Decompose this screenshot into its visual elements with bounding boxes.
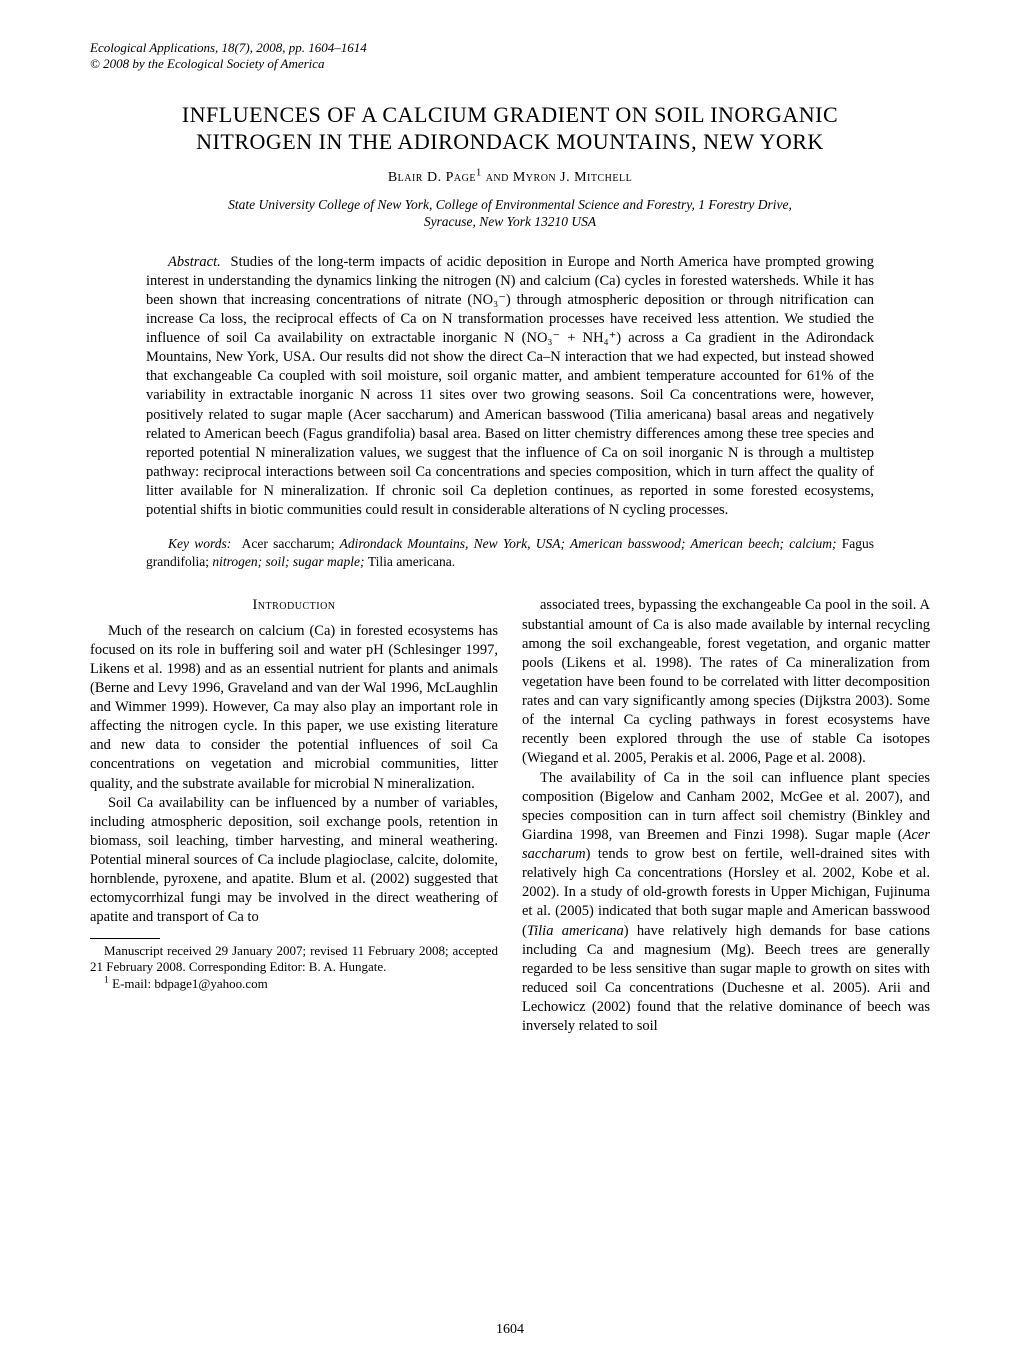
running-head: Ecological Applications, 18(7), 2008, pp…	[90, 40, 930, 73]
keywords-block: Key words: Acer saccharum; Adirondack Mo…	[146, 535, 874, 571]
running-head-line1: Ecological Applications, 18(7), 2008, pp…	[90, 40, 930, 56]
keywords-label: Key words:	[168, 536, 231, 551]
abstract-label: Abstract.	[168, 254, 221, 270]
keywords-body: Acer saccharum; Adirondack Mountains, Ne…	[146, 536, 874, 569]
footnote-email: 1 E-mail: bdpage1@yahoo.com	[90, 976, 498, 993]
page-number: 1604	[0, 1322, 1020, 1338]
title-line2: NITROGEN IN THE ADIRONDACK MOUNTAINS, NE…	[196, 129, 824, 154]
abstract-paragraph: Abstract. Studies of the long-term impac…	[146, 253, 874, 521]
intro-para-1: Much of the research on calcium (Ca) in …	[90, 622, 498, 794]
page-root: Ecological Applications, 18(7), 2008, pp…	[0, 0, 1020, 1360]
footnote-rule	[90, 938, 160, 939]
intro-para-4: The availability of Ca in the soil can i…	[522, 769, 930, 1037]
body-columns: Introduction Much of the research on cal…	[90, 596, 930, 1036]
abstract-body: Studies of the long-term impacts of acid…	[146, 254, 874, 519]
footnotes: Manuscript received 29 January 2007; rev…	[90, 943, 498, 994]
abstract-block: Abstract. Studies of the long-term impac…	[146, 253, 874, 521]
footnote-manuscript: Manuscript received 29 January 2007; rev…	[90, 943, 498, 977]
section-heading-intro: Introduction	[90, 596, 498, 615]
affiliation-line1: State University College of New York, Co…	[228, 197, 792, 212]
title-line1: INFLUENCES OF A CALCIUM GRADIENT ON SOIL…	[182, 102, 838, 127]
article-title: INFLUENCES OF A CALCIUM GRADIENT ON SOIL…	[90, 101, 930, 156]
affiliation: State University College of New York, Co…	[90, 196, 930, 231]
affiliation-line2: Syracuse, New York 13210 USA	[424, 214, 596, 229]
intro-para-3: associated trees, bypassing the exchange…	[522, 596, 930, 768]
running-head-line2: © 2008 by the Ecological Society of Amer…	[90, 56, 930, 72]
authors: Blair D. Page1 and Myron J. Mitchell	[90, 170, 930, 186]
intro-para-2: Soil Ca availability can be influenced b…	[90, 794, 498, 928]
